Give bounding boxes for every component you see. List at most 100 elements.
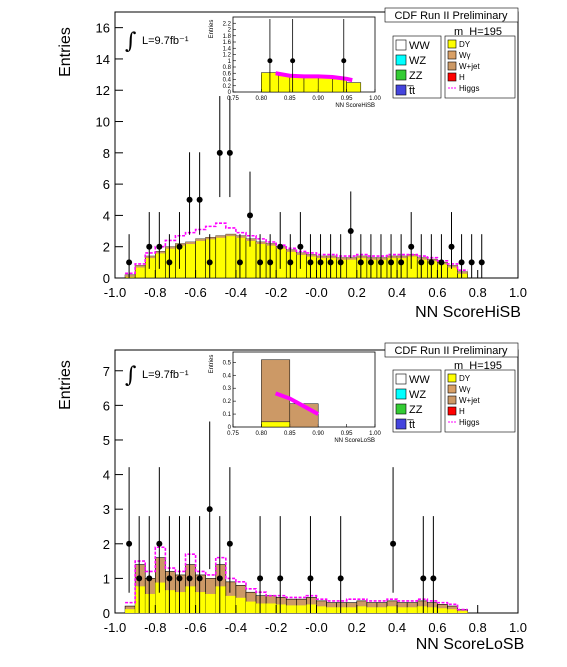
higgs-envelope [125,222,468,275]
legend-label: Higgs [459,84,479,93]
top-xlabel: NN ScoreHiSB [415,304,521,321]
legend-swatch [395,69,407,81]
top-y-axis: 0 2 4 6 8 10 12 14 16 [96,21,123,286]
bar-dy [396,255,408,279]
bottom-header-box [384,342,519,358]
bar-dy [336,607,347,613]
y-tick-label: 6 [103,398,110,413]
bar-wjet [376,257,388,260]
inset-y-tick-label: 1.8 [223,34,232,40]
inset-y-tick-label: 0.2 [223,84,232,90]
legend-swatch [447,373,457,383]
y-tick-label: 7 [103,364,110,379]
bar-wjet [417,257,428,260]
top-data-points [126,96,485,278]
bar-dy [316,255,327,279]
data-point [257,575,264,582]
x-tick-label: -0.8 [144,285,166,300]
bar-wjet [205,237,216,240]
bar-dy [406,254,418,279]
x-tick-label: -0.2 [265,620,287,635]
data-point [478,259,485,266]
legend-label: W+jet [459,396,480,405]
top-header: CDF Run II Preliminary [394,10,508,22]
data-point [408,243,415,250]
x-tick-label: -1.0 [104,285,126,300]
x-tick-label: 0.8 [469,620,487,635]
bottom-data-points [126,421,437,613]
inset-y-tick-label: 1.2 [223,53,232,59]
bar-dy [245,601,257,613]
inset-ylabel: Entries [209,355,215,374]
y-tick-label: 16 [96,21,110,36]
data-point [458,259,465,266]
inset-y-tick-label: 0.8 [223,65,232,71]
y-tick-label: 4 [103,468,110,483]
bar-wjet [326,256,337,259]
data-point [176,243,183,250]
bar-dy [185,586,196,613]
bottom-ylabel: Entries [57,360,74,410]
data-point [206,259,213,266]
legend-swatch [447,50,457,60]
bottom-lumi: ∫ L=9.7fb⁻¹ [125,363,189,388]
y-tick-label: 2 [103,240,110,255]
legend-label: DY [459,374,471,383]
data-point [307,575,314,582]
bottom-mass: m_H=195 [454,360,502,372]
bar-dy [205,237,217,279]
legend-swatch [395,84,407,96]
inset-bar [303,76,319,93]
bar-wjet [245,238,257,241]
data-point [430,575,437,582]
bar-dy [256,603,267,613]
bar-dy [356,606,367,613]
bar-dy [296,605,307,613]
legend-label: H [459,73,465,82]
inset-data-point [290,58,296,64]
x-tick-label: -0.0 [305,620,327,635]
inset-x-tick-label: 0.80 [256,96,268,102]
data-point [468,259,475,266]
bar-wjet [125,274,136,277]
bar-wjet [235,235,246,238]
legend-swatch [395,418,407,430]
bar-dy [235,235,247,279]
data-point [146,575,153,582]
data-point [166,575,173,582]
y-tick-label: 5 [103,433,110,448]
legend-label: Wγ [459,385,471,394]
data-point [216,575,223,582]
y-tick-label: 0 [103,271,110,286]
data-point [448,243,455,250]
inset-bar [346,82,362,93]
bar-dy [366,607,377,613]
legend-box-right [444,35,516,99]
bar-dy [155,251,166,279]
bar-dy [185,241,196,279]
data-point [418,259,425,266]
legend-box-right [444,369,516,433]
data-point [367,259,374,266]
bar-dy [296,252,307,279]
inset-x-tick-label: 0.90 [312,96,324,102]
legend-label: t̅t [406,85,415,97]
inset-bar [332,78,347,93]
bar-dy [387,606,398,613]
inset-y-tick-label: 0 [228,90,232,96]
bar-wjet [366,257,377,260]
inset-y-tick-label: 1.4 [223,46,232,52]
data-point [126,259,133,266]
inset-higgs-band [274,391,320,416]
legend-label: ZZ [409,70,423,82]
inset-y-tick-label: 0.5 [223,360,232,366]
inset-y-tick-label: 0 [228,425,232,431]
x-tick-label: 1.0 [509,620,527,635]
data-point [357,259,364,266]
y-tick-label: 6 [103,177,110,192]
bar-dy [316,606,327,613]
legend-label: WZ [409,389,426,401]
